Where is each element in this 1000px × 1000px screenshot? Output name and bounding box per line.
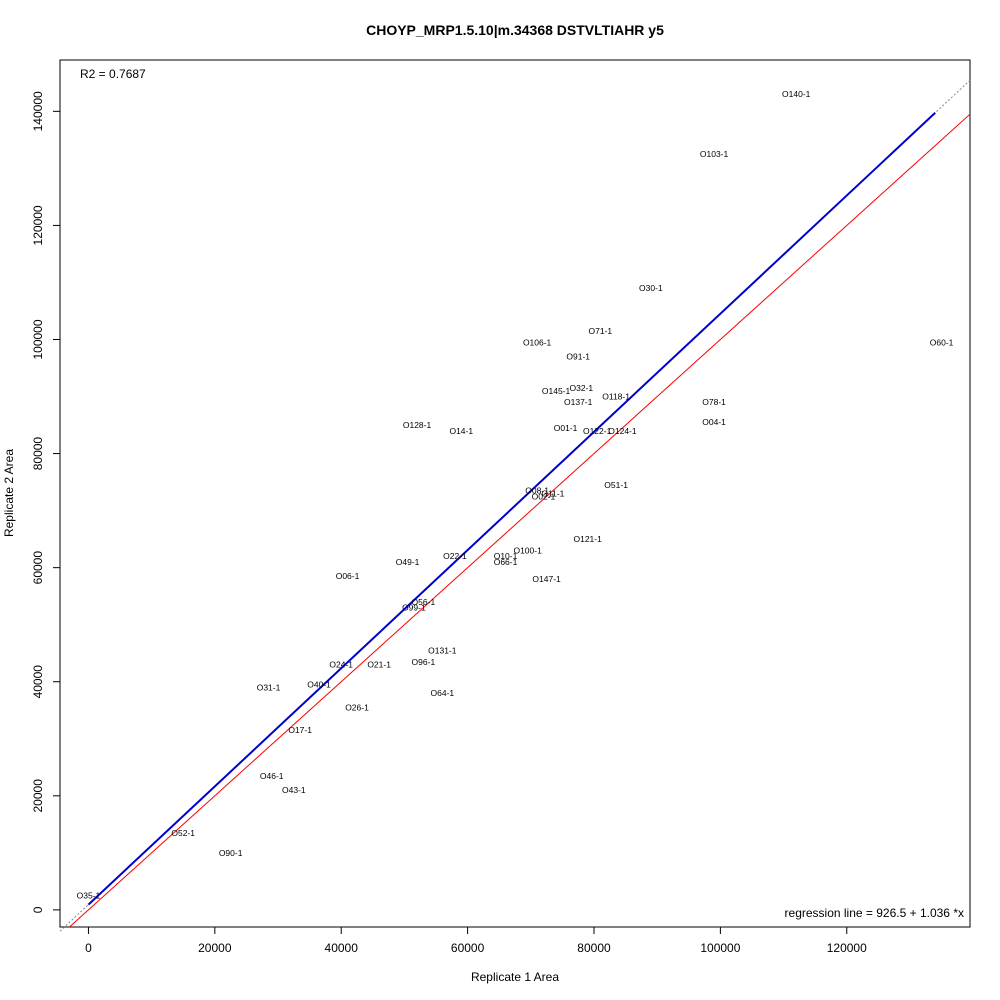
y-tick-label: 0 xyxy=(31,906,45,913)
reference-lines xyxy=(59,79,971,932)
data-point-label: O137-1 xyxy=(564,397,593,407)
y-axis-label: Replicate 2 Area xyxy=(2,449,16,537)
point-labels: O140-1 O103-1 O30-1 O71-1 O60-1 O106-1 O91-1 O3… xyxy=(77,89,954,900)
data-point-label: O51-1 xyxy=(604,480,628,490)
r2-annotation: R2 = 0.7687 xyxy=(80,67,146,81)
x-tick-label: 60000 xyxy=(451,941,485,955)
data-point-label: O17-1 xyxy=(288,725,312,735)
data-point-label: O56-1 xyxy=(412,597,436,607)
data-point-label: O122-1 xyxy=(583,426,612,436)
data-point-label: O140-1 xyxy=(782,89,811,99)
data-point-label: O31-1 xyxy=(257,682,281,692)
y-tick-label: 100000 xyxy=(31,319,45,359)
y-tick-label: 20000 xyxy=(31,779,45,813)
data-point-label: O14-1 xyxy=(449,426,473,436)
x-axis: 0 20000 40000 60000 80000 100000 120000 xyxy=(85,927,867,955)
data-point-label: O131-1 xyxy=(428,645,457,655)
data-point-label: O52-1 xyxy=(171,828,195,838)
data-point-label: O10-1 xyxy=(494,551,518,561)
data-point-label: O06-1 xyxy=(336,571,360,581)
data-point-label: O78-1 xyxy=(702,397,726,407)
data-point-label: O49-1 xyxy=(396,557,420,567)
y-tick-label: 40000 xyxy=(31,665,45,699)
chart-title: CHOYP_MRP1.5.10|m.34368 DSTVLTIAHR y5 xyxy=(366,22,664,38)
data-point-label: O99-1 xyxy=(402,603,426,613)
data-point-label: O26-1 xyxy=(345,702,369,712)
data-point-label: O91-1 xyxy=(566,352,590,362)
y-tick-label: 140000 xyxy=(31,91,45,131)
data-point-label: O100-1 xyxy=(513,546,542,556)
x-tick-label: 20000 xyxy=(198,941,232,955)
x-tick-label: 120000 xyxy=(827,941,867,955)
data-point-label: O35-1 xyxy=(77,891,101,901)
plot-frame xyxy=(59,59,971,928)
data-point-label: O01-1 xyxy=(554,423,578,433)
y-tick-label: 80000 xyxy=(31,437,45,471)
data-point-label: O08-1 xyxy=(525,486,549,496)
data-point-label: O124-1 xyxy=(608,426,637,436)
y-tick-label: 60000 xyxy=(31,551,45,585)
data-point-label: O145-1 xyxy=(542,386,571,396)
data-point-label: O121-1 xyxy=(573,534,602,544)
x-axis-label: Replicate 1 Area xyxy=(471,970,559,984)
data-point-label: O22-1 xyxy=(443,551,467,561)
data-point-label: O60-1 xyxy=(930,337,954,347)
data-point-label: O43-1 xyxy=(282,785,306,795)
data-point-label: O90-1 xyxy=(219,848,243,858)
data-point-label: O147-1 xyxy=(532,574,561,584)
data-point-label: O40-1 xyxy=(307,680,331,690)
data-point-label: O64-1 xyxy=(431,688,455,698)
data-point-label: O128-1 xyxy=(403,420,432,430)
data-point-label: O103-1 xyxy=(700,149,729,159)
data-point-label: O118-1 xyxy=(602,392,630,402)
data-point-label: O106-1 xyxy=(523,337,552,347)
data-point-label: O24-1 xyxy=(329,660,353,670)
data-point-label: O66-1 xyxy=(494,557,518,567)
x-tick-label: 40000 xyxy=(325,941,359,955)
data-point-label: O71-1 xyxy=(589,326,613,336)
data-point-label: O96-1 xyxy=(412,657,436,667)
identity-line xyxy=(69,113,971,928)
x-tick-label: 100000 xyxy=(700,941,740,955)
y-tick-label: 120000 xyxy=(31,205,45,245)
data-point-label: O04-1 xyxy=(702,417,726,427)
x-tick-label: 80000 xyxy=(577,941,611,955)
data-point-label: O21-1 xyxy=(367,660,391,670)
regression-line xyxy=(87,112,936,906)
regression-annotation: regression line = 926.5 + 1.036 *x xyxy=(785,906,964,920)
y-axis: 0 20000 40000 60000 80000 100000 120000 140000 xyxy=(31,91,60,913)
data-point-label: O11-1 xyxy=(541,489,564,499)
data-point-label: O46-1 xyxy=(260,771,284,781)
x-tick-label: 0 xyxy=(85,941,92,955)
data-point-label: O32-1 xyxy=(570,383,594,393)
data-point-label: O02-1 xyxy=(532,491,556,501)
data-point-label: O30-1 xyxy=(639,283,663,293)
